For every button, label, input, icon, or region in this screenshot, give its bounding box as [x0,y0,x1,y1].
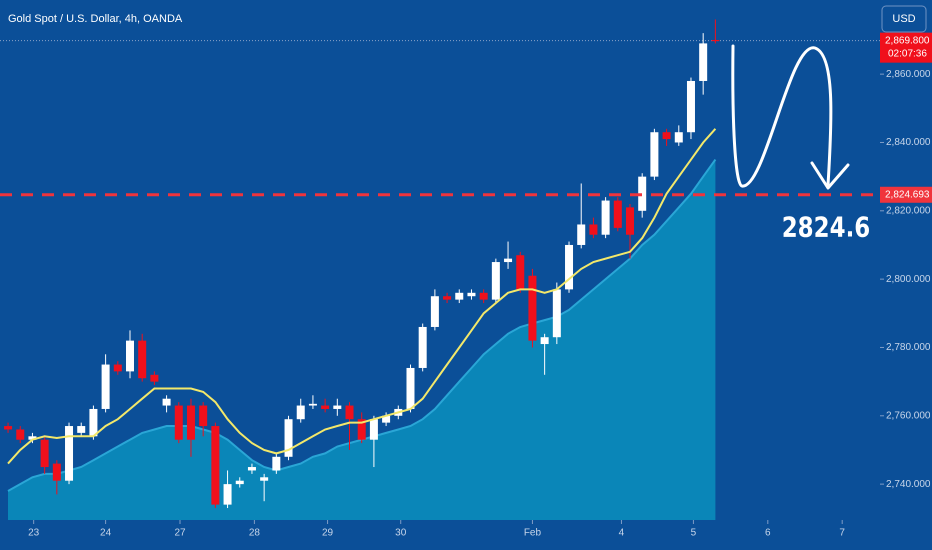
x-tick-label: 4 [619,528,625,539]
candle-body [16,429,25,440]
candle-body [565,244,574,290]
candle-body [186,405,195,440]
candle-body [357,419,366,440]
candle-body [662,132,671,140]
candle-body [589,224,598,235]
candle-body [321,405,330,409]
candle-body [369,419,378,440]
currency[interactable]: USD [892,13,915,25]
candle-body [52,463,61,481]
candle-body [211,426,220,505]
candle-body [260,477,269,481]
candle-body [443,296,452,300]
candle-body [126,340,134,372]
candle-body [199,405,208,427]
candle-body [638,176,647,211]
level-label-box [880,186,932,203]
candle-body [247,467,256,471]
y-tick-label: 2,780.000 [886,342,931,353]
candle-body [601,200,610,235]
annotation: 2824.6 [782,212,871,245]
level-label: 2,824.693 [885,189,930,200]
arrow-head [810,161,850,190]
candle-body [138,340,147,379]
y-tick-label: 2,760.000 [886,410,931,421]
candle-body [308,403,317,406]
candle-body [101,364,110,409]
candle-body [113,364,122,372]
x-tick-label: 6 [765,528,771,539]
candle-body [77,426,86,433]
last-price-box [880,32,932,63]
candle-body [467,292,476,297]
x-tick-label: 27 [174,528,186,539]
candle-body [284,419,293,457]
candle-body [333,405,342,409]
ma-line [7,128,717,465]
candle-body [162,398,171,406]
x-tick-label: 23 [28,528,40,539]
x-tick-label: 7 [839,528,845,539]
arrow-curve [731,44,833,188]
candle-body [491,262,500,300]
ma-area [8,159,716,520]
candle-body [711,39,720,42]
candle-body [613,200,622,228]
x-tick-label: 28 [249,528,261,539]
last-price-label: 2,869.800 [885,35,930,46]
candle-body [516,255,525,290]
candle-body [345,405,354,420]
candle-body [430,296,439,327]
countdown: 02:07:36 [888,48,927,59]
candle-body [528,275,537,341]
y-tick-label: 2,840.000 [886,137,931,148]
y-tick-label: 2,820.000 [886,205,931,216]
x-tick-label: Feb [524,528,542,539]
y-tick-label: 2,740.000 [886,479,931,490]
y-tick-label: 2,800.000 [886,274,931,285]
chart-title: Gold Spot / U.S. Dollar, 4h, OANDA [8,13,183,25]
candle-body [455,292,464,300]
candle-body [540,337,549,345]
candle-body [174,405,183,440]
candle-body [686,80,695,133]
candle-body [150,374,159,382]
candle-body [552,289,561,338]
candle-body [382,415,391,423]
candle-body [40,439,49,468]
candle-body [674,132,683,143]
x-tick-label: 24 [100,528,112,539]
candle-body [626,207,634,235]
plot-area: 2,740.000 2,760.000 2,780.000 2,800.000 2,82… [0,19,931,539]
candle-body [418,326,427,368]
currency-button[interactable] [881,5,927,33]
candle-body [577,224,586,245]
x-tick-label: 29 [322,528,334,539]
candle-body [89,408,98,437]
candle-body [235,480,244,485]
candle-body [4,426,13,430]
candle-body [28,436,37,440]
candle-body [650,132,659,177]
candle-body [296,405,305,420]
candle-body [272,456,281,471]
x-tick-label: 5 [691,528,697,539]
x-tick-label: 30 [395,528,407,539]
candle-body [406,367,415,409]
y-tick-label: 2,860.000 [886,69,931,80]
candle-body [65,426,74,481]
candle-body [479,292,488,300]
candle-body [699,43,708,81]
candle-body [223,484,232,505]
candle-body [504,258,513,263]
